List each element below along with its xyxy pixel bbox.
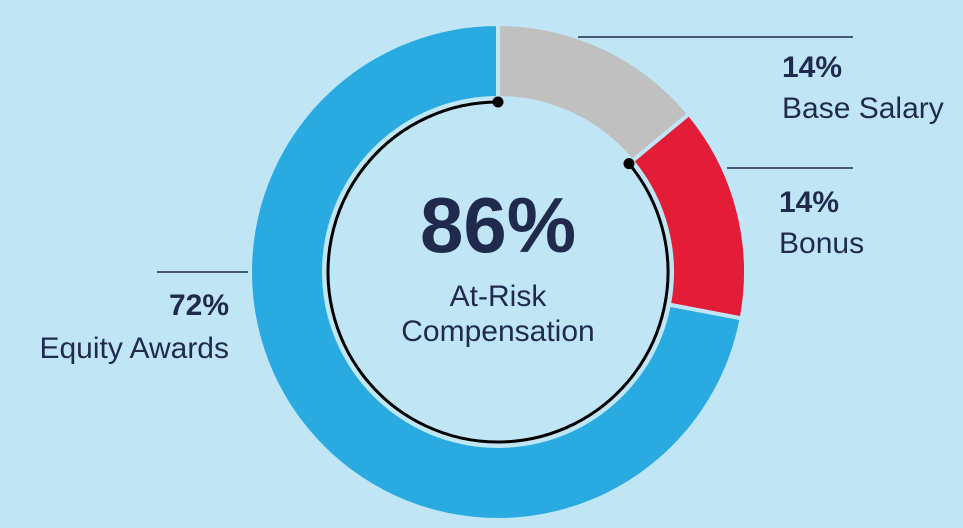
equity-awards-value-label: 72% bbox=[169, 289, 229, 322]
bonus-value-label: 14% bbox=[779, 186, 839, 219]
equity-awards-label: Equity Awards bbox=[39, 332, 229, 365]
base-salary-value-label: 14% bbox=[782, 51, 842, 84]
center-label-line1: At-Risk bbox=[450, 280, 548, 313]
base-salary-label: Base Salary bbox=[782, 92, 944, 125]
center-percentage: 86% bbox=[420, 181, 576, 269]
bonus-label: Bonus bbox=[779, 227, 864, 260]
center-label-line2: Compensation bbox=[401, 315, 594, 348]
slice-bonus bbox=[629, 111, 748, 321]
slice-equity-awards bbox=[248, 21, 744, 522]
arc-dot-start bbox=[623, 158, 635, 170]
donut-slices bbox=[248, 21, 748, 522]
at-risk-arc bbox=[326, 100, 670, 444]
arc-dot-end bbox=[492, 96, 504, 108]
